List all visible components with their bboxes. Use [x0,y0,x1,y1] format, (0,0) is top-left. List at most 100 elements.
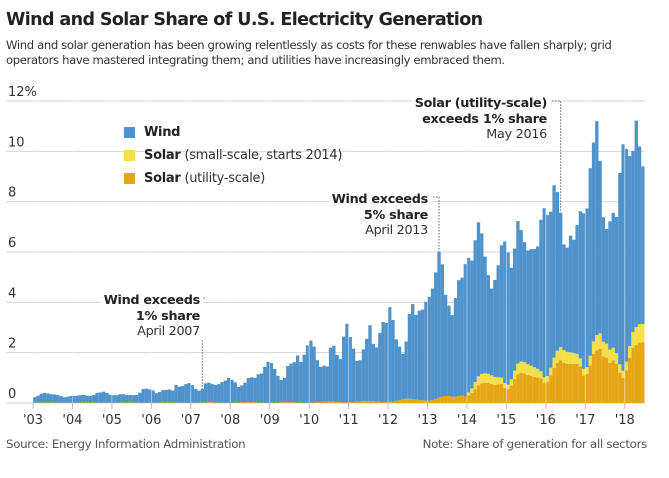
bar-solar-small-scale-starts-2014 [634,326,638,346]
bar-wind [171,390,175,403]
bar-wind [282,377,287,403]
bar-solar-utility-scale [299,402,303,403]
bar-solar-utility-scale [453,396,458,403]
bar-solar-utility-scale [506,389,510,403]
y-tick-label: 2 [8,337,16,352]
bar-solar-utility-scale [348,402,352,403]
bar-solar-utility-scale [46,402,50,403]
bar-wind [519,230,523,362]
bar-solar-utility-scale [420,400,425,403]
bar-solar-utility-scale [322,401,326,403]
bar-solar-utility-scale [411,399,415,403]
bar-solar-utility-scale [345,402,349,403]
bar-solar-small-scale-starts-2014 [512,370,517,380]
bar-solar-utility-scale [378,401,382,403]
bar-solar-utility-scale [397,399,402,403]
bar-wind [233,382,237,403]
bar-wind [88,395,93,403]
bar-solar-utility-scale [562,362,566,403]
bar-wind [476,222,481,377]
bar-solar-utility-scale [512,379,517,403]
bar-solar-utility-scale [358,401,362,403]
bar-wind [601,217,606,342]
bar-solar-small-scale-starts-2014 [516,363,520,375]
bar-wind [578,211,583,359]
bar-solar-small-scale-starts-2014 [493,376,497,385]
annotation-heading: Solar (utility-scale) [414,96,548,111]
bar-solar-utility-scale [384,402,389,403]
bar-solar-utility-scale [82,402,86,403]
bar-solar-utility-scale [134,402,139,403]
bar-wind [351,348,356,402]
bar-wind [595,121,599,336]
bar-solar-utility-scale [342,402,346,403]
bar-solar-small-scale-starts-2014 [575,353,579,364]
legend-sublabel: (utility-scale) [184,171,266,186]
legend-item-solar-small: Solar (small-scale, starts 2014) [124,144,342,167]
bar-wind [220,382,224,403]
bar-solar-utility-scale [171,402,175,403]
bar-solar-utility-scale [440,396,444,403]
bar-wind [92,394,96,403]
bar-solar-utility-scale [286,402,290,403]
bar-wind [572,239,576,353]
bar-wind [588,168,592,356]
bar-wind [516,221,520,364]
bar-wind [641,166,645,324]
bar-solar-utility-scale [368,400,372,403]
bar-wind [174,384,178,403]
bar-solar-utility-scale [92,402,96,403]
bar-wind [108,394,112,403]
bar-wind [404,341,408,399]
bar-solar-utility-scale [118,402,122,403]
x-tick-label: '10 [299,413,319,428]
bar-wind [605,229,609,344]
bar-solar-utility-scale [296,402,300,403]
bar-solar-utility-scale [338,402,343,403]
bar-solar-utility-scale [519,372,523,403]
bar-wind [463,264,467,397]
bar-wind [512,248,517,371]
bar-solar-utility-scale [614,363,619,403]
bar-solar-utility-scale [555,362,560,403]
bar-solar-utility-scale [529,375,533,403]
bar-wind [371,343,375,402]
bar-wind [378,333,382,402]
bar-wind [624,149,629,362]
bar-solar-small-scale-starts-2014 [601,341,606,357]
bar-wind [503,241,507,383]
bar-solar-utility-scale [559,360,563,403]
chart-title: Wind and Solar Share of U.S. Electricity… [6,10,483,30]
bar-solar-utility-scale [49,402,53,403]
bar-solar-small-scale-starts-2014 [631,332,635,348]
bar-solar-utility-scale [167,402,172,403]
bar-wind [243,382,247,403]
bar-wind [555,192,560,351]
bar-wind [111,395,116,403]
bar-wind [480,233,484,374]
x-tick-label: '15 [496,413,516,428]
y-tick-label: 4 [8,286,16,301]
bar-solar-utility-scale [309,402,313,403]
bar-wind [414,314,418,400]
bar-solar-utility-scale [401,398,405,403]
bar-solar-utility-scale [56,402,60,403]
bar-wind [434,272,438,399]
bar-solar-utility-scale [447,396,451,403]
bar-wind [246,378,251,403]
bar-solar-utility-scale [381,401,385,403]
bar-wind [197,390,201,403]
bar-wind [325,366,329,402]
bar-wind [226,377,231,403]
bar-solar-utility-scale [351,401,356,403]
bar-solar-small-scale-starts-2014 [555,350,560,363]
bar-solar-utility-scale [427,400,431,403]
bar-solar-utility-scale [496,384,500,403]
bar-wind [348,337,352,403]
annotation-leader-line [201,297,205,389]
bar-wind [203,383,208,403]
bar-solar-utility-scale [240,402,244,403]
bar-solar-utility-scale [611,360,615,403]
bar-solar-small-scale-starts-2014 [585,367,589,375]
